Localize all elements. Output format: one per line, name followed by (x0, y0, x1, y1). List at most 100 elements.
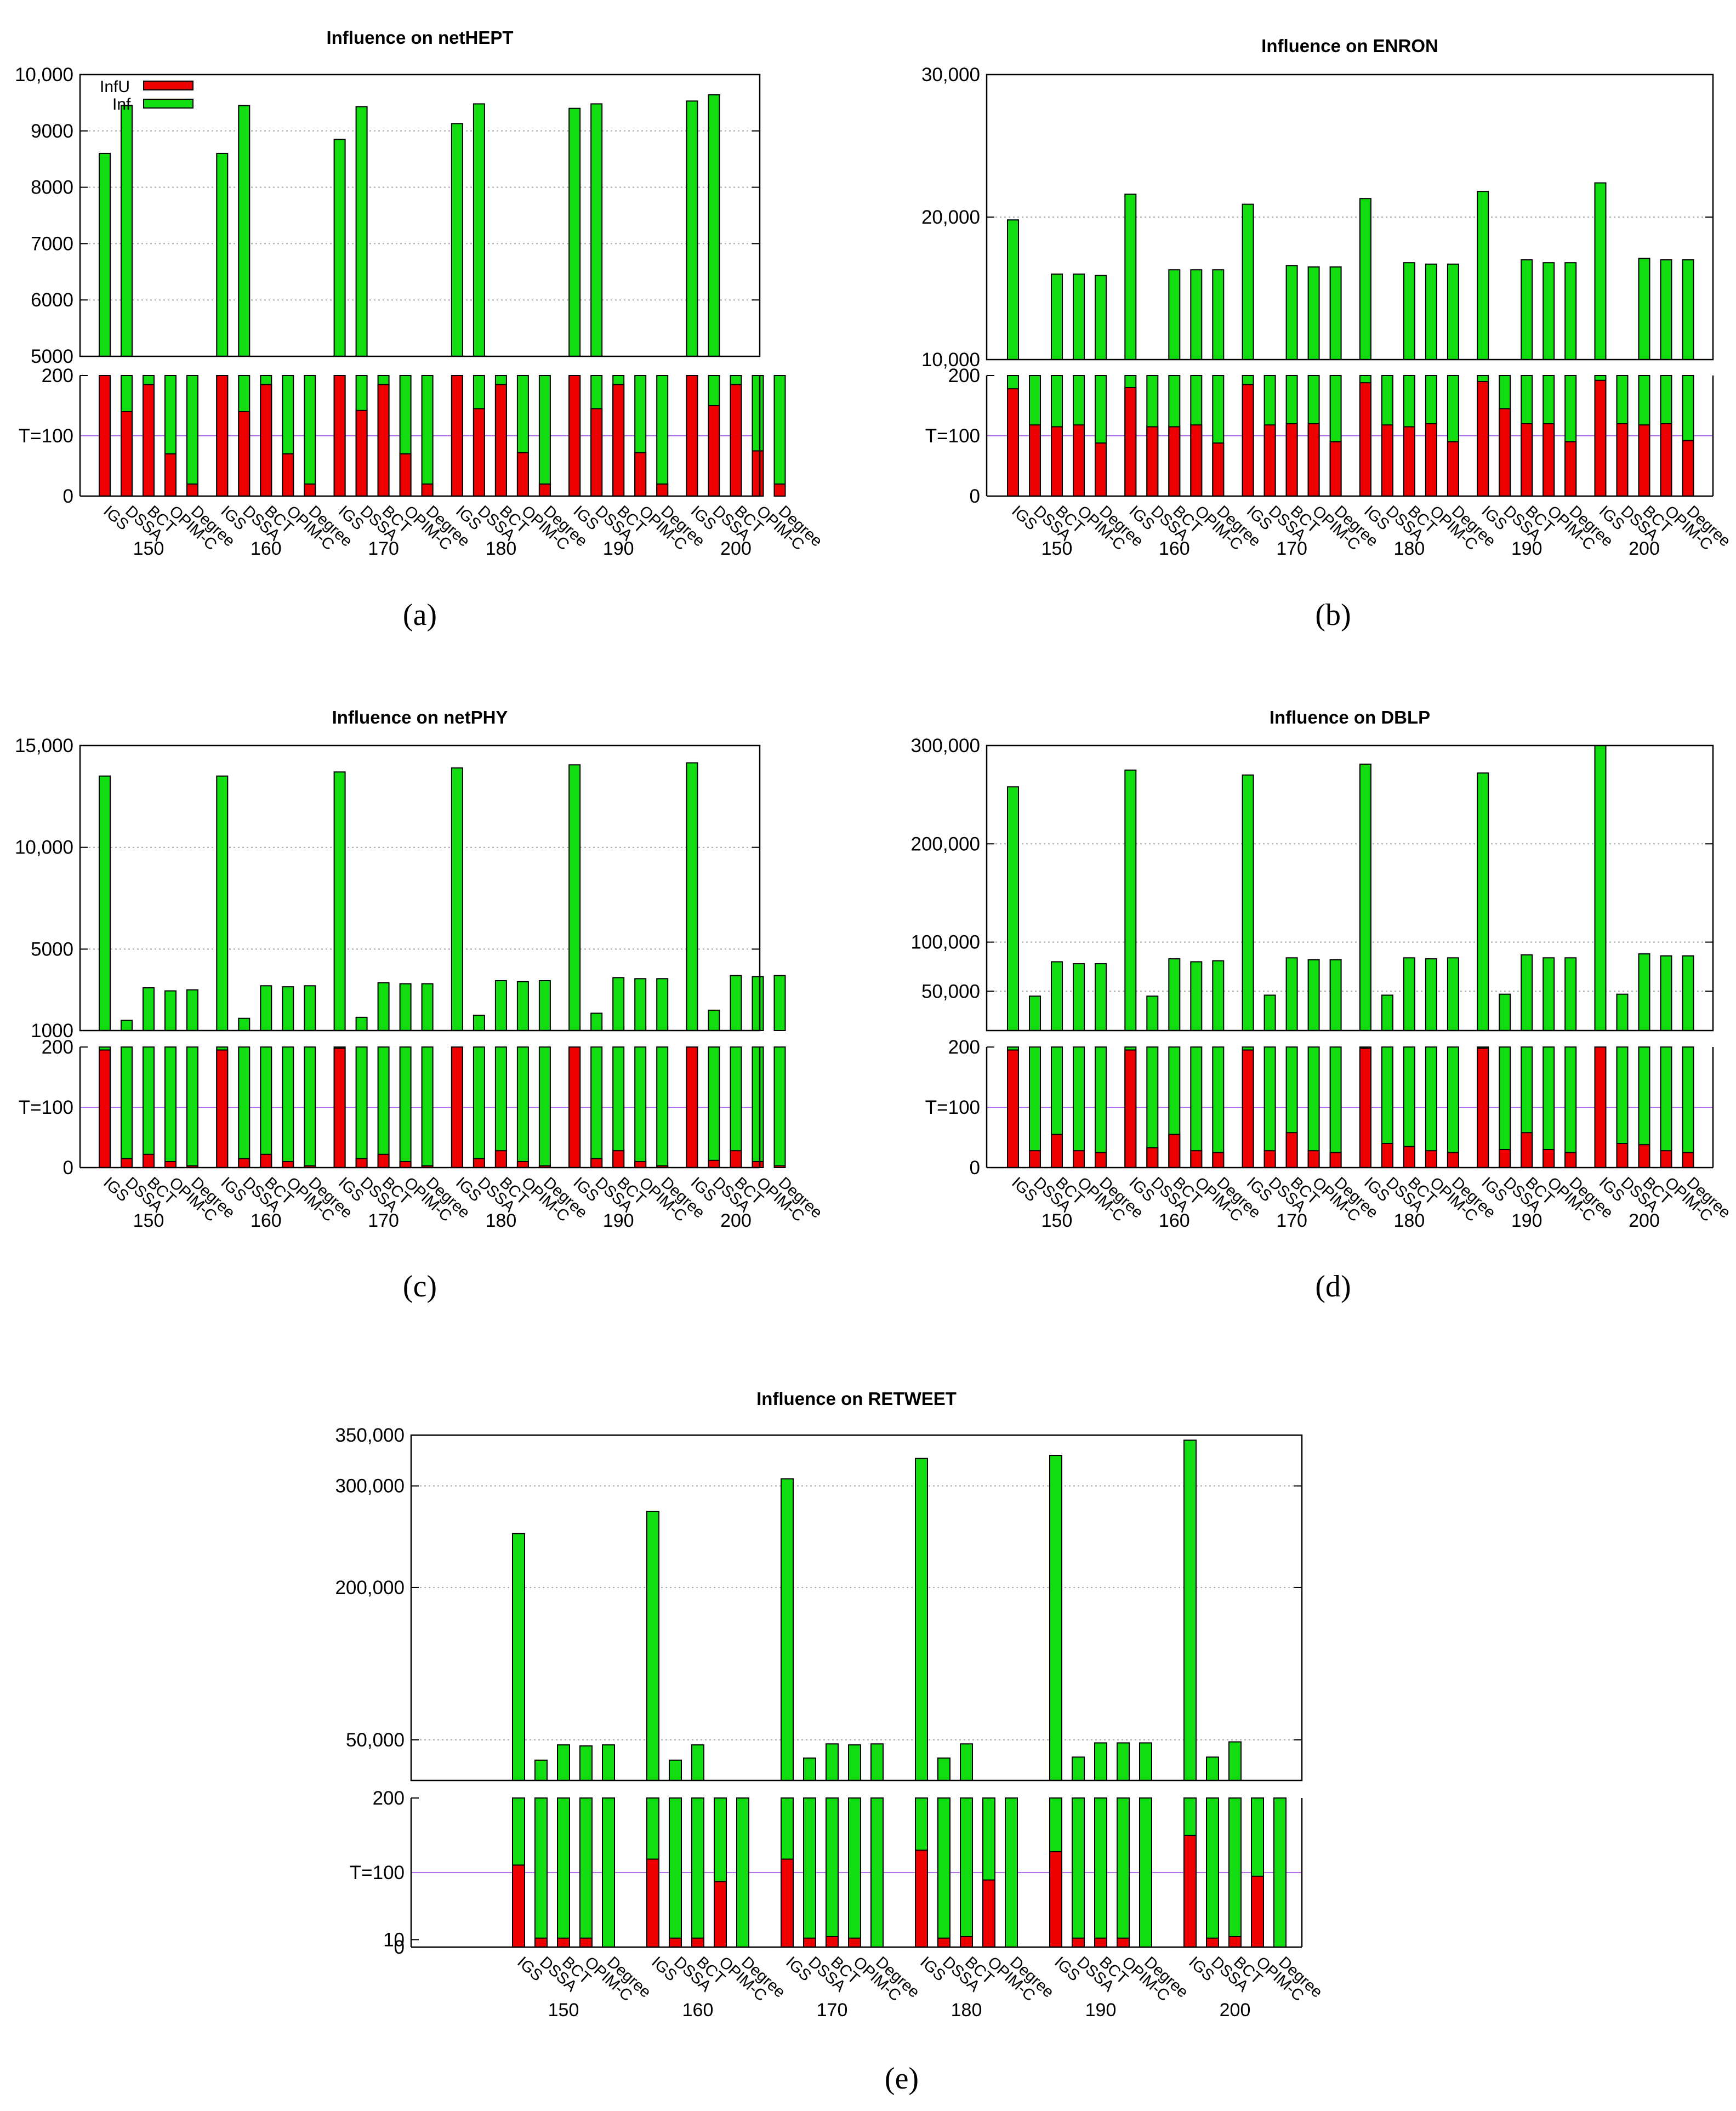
inf-bar-base (260, 1046, 272, 1168)
inf-bar (143, 987, 155, 1031)
inf-bar-base (803, 1797, 816, 1948)
infu-bar (752, 450, 764, 497)
inf-bar (1307, 959, 1320, 1032)
plot-frame-top (986, 73, 1714, 361)
infu-bar (516, 452, 529, 497)
y-tick-label: 1000 (31, 1020, 73, 1042)
inf-bar (1007, 786, 1019, 1031)
inf-bar (1477, 772, 1489, 1031)
group-label: 200 (1629, 538, 1660, 559)
inf-bar-base (1094, 1797, 1107, 1948)
infu-bar (216, 1049, 229, 1168)
inf-bar (377, 982, 390, 1031)
inf-bar (1124, 194, 1137, 360)
inf-bar (773, 975, 786, 1031)
y-tick-label: 0 (970, 486, 980, 507)
inf-bar-base (557, 1797, 570, 1948)
infu-bar (1029, 1150, 1041, 1168)
inf-bar-base (377, 1046, 390, 1168)
infu-bar (121, 411, 133, 497)
inf-bar-base (848, 1797, 861, 1948)
inf-bar-base (937, 1797, 950, 1948)
infu-bar (1447, 1152, 1459, 1168)
infu-bar (1638, 424, 1650, 497)
infu-bar (1007, 388, 1019, 497)
infu-bar (355, 1158, 368, 1168)
inf-bar-base (1660, 1046, 1672, 1168)
inf-bar-base (612, 1046, 625, 1168)
inf-bar-base (421, 375, 434, 497)
inf-bar (1051, 961, 1063, 1032)
panel-caption: (a) (403, 598, 437, 632)
inf-bar (1564, 262, 1577, 361)
inf-bar (1447, 957, 1459, 1031)
inf-bar (1403, 957, 1415, 1031)
infu-bar (164, 453, 177, 497)
inf-bar (646, 1510, 659, 1782)
infu-bar (708, 1159, 720, 1169)
inf-bar (1329, 959, 1342, 1032)
group-label: 180 (951, 2000, 982, 2021)
infu-bar (982, 1879, 995, 1948)
inf-bar (691, 1744, 704, 1781)
inf-bar (1403, 262, 1415, 361)
inf-bar (686, 762, 698, 1031)
infu-bar (557, 1937, 570, 1948)
inf-bar (1682, 955, 1694, 1031)
inf-bar-base (516, 1046, 529, 1168)
inf-bar-base (826, 1797, 839, 1948)
infu-bar (1117, 1937, 1130, 1948)
inf-bar (752, 976, 764, 1031)
inf-bar-base (304, 375, 316, 497)
infu-bar (99, 1049, 111, 1168)
infu-bar (1073, 424, 1085, 497)
inf-bar-base (143, 1046, 155, 1168)
infu-bar (377, 384, 390, 497)
inf-bar (494, 980, 507, 1031)
inf-bar-base (1228, 1797, 1242, 1948)
inf-bar (260, 985, 272, 1032)
inf-bar-base (590, 1046, 603, 1168)
infu-bar (304, 483, 316, 497)
y-tick-label: 9000 (31, 121, 73, 142)
inf-bar-base (355, 1046, 368, 1168)
inf-bar (1212, 269, 1225, 361)
inf-bar-base (1117, 1797, 1130, 1948)
panel-caption: (b) (1315, 598, 1351, 632)
inf-bar (1594, 745, 1607, 1031)
infu-bar (803, 1937, 816, 1948)
y-tick-label: 50,000 (921, 981, 980, 1002)
inf-bar (1477, 191, 1489, 360)
inf-bar-base (736, 1797, 749, 1948)
infu-bar (937, 1937, 950, 1948)
group-label: 180 (486, 538, 517, 559)
group-label: 150 (133, 1210, 164, 1231)
infu-bar (773, 483, 786, 497)
inf-bar-base (1307, 1046, 1320, 1168)
inf-bar-base (1029, 1046, 1041, 1168)
inf-bar-base (399, 1046, 412, 1168)
inf-bar-base (691, 1797, 704, 1948)
inf-bar (1329, 266, 1342, 360)
infu-bar (1543, 1149, 1555, 1168)
infu-bar (1007, 1049, 1019, 1168)
infu-bar (1094, 1937, 1107, 1948)
inf-bar (1168, 958, 1181, 1031)
y-tick-label: T=100 (19, 425, 73, 447)
inf-bar (282, 986, 294, 1031)
inf-bar (1094, 1742, 1107, 1781)
inf-bar-base (773, 375, 786, 497)
panel-caption: (d) (1315, 1270, 1351, 1304)
infu-bar (1073, 1150, 1085, 1168)
infu-bar (1616, 1143, 1629, 1168)
inf-bar (568, 107, 581, 357)
inf-bar-base (121, 1046, 133, 1168)
inf-bar (1073, 963, 1085, 1032)
inf-bar (1359, 764, 1371, 1031)
infu-bar (1564, 1152, 1577, 1168)
infu-bar (1660, 423, 1672, 497)
infu-bar (568, 375, 581, 497)
infu-bar (612, 384, 625, 497)
legend-label-inf: Inf (112, 95, 131, 113)
